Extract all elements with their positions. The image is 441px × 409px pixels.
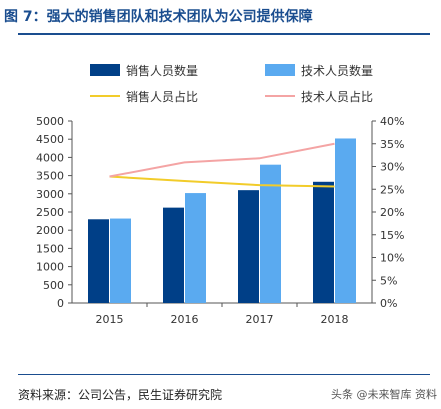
tech-bar [110, 218, 131, 303]
sales-ratio-line [109, 175, 335, 188]
left-tick-label: 2500 [36, 206, 64, 219]
left-tick-label: 0 [57, 297, 64, 310]
right-tick-label: 30% [380, 161, 404, 174]
legend-tech-ratio-label: 技术人员占比 [301, 89, 373, 104]
sales-bar [163, 207, 184, 303]
right-tick-label: 10% [380, 252, 404, 265]
tech-bar [335, 138, 356, 303]
bar-line-chart: 0 500 1000 1500 2000 2500 3000 3500 4000 4500 5000… [36, 63, 404, 326]
x-tick-label: 2017 [246, 313, 274, 326]
right-tick-label: 25% [380, 183, 404, 196]
left-tick-label: 1500 [36, 242, 64, 255]
legend-sales-ratio-label: 销售人员占比 [126, 89, 198, 104]
x-tick-label: 2015 [96, 313, 124, 326]
right-tick-label: 40% [380, 115, 404, 128]
legend-sales-count-label: 销售人员数量 [126, 63, 198, 78]
left-tick-label: 4000 [36, 151, 64, 164]
tech-bar [260, 164, 281, 303]
left-tick-label: 500 [43, 279, 64, 292]
title-divider [18, 33, 430, 35]
left-tick-label: 4500 [36, 133, 64, 146]
right-tick-label: 15% [380, 229, 404, 242]
x-tick-label: 2018 [321, 313, 349, 326]
tech-bar [185, 193, 206, 303]
x-tick-label: 2016 [171, 313, 199, 326]
sales-bar [313, 181, 334, 303]
tech-ratio-line [109, 142, 335, 178]
right-tick-label: 5% [380, 274, 397, 287]
legend-tech-count-swatch [265, 64, 295, 76]
left-tick-label: 1000 [36, 261, 64, 274]
right-tick-label: 0% [380, 297, 397, 310]
legend-tech-count-label: 技术人员数量 [301, 63, 373, 78]
legend-sales-count-swatch [90, 64, 120, 76]
right-tick-label: 20% [380, 206, 404, 219]
right-tick-label: 35% [380, 138, 404, 151]
left-tick-label: 3000 [36, 188, 64, 201]
sales-bar [88, 219, 109, 303]
figure-title: 图 7：强大的销售团队和技术团队为公司提供保障 [4, 9, 313, 25]
left-tick-label: 5000 [36, 115, 64, 128]
left-tick-label: 2000 [36, 224, 64, 237]
left-tick-label: 3500 [36, 170, 64, 183]
watermark: 头条 @未来智库 资料 [331, 388, 437, 401]
source-note: 资料来源：公司公告，民生证券研究院 [18, 388, 223, 402]
footer-divider [18, 374, 430, 375]
sales-bar [238, 190, 259, 303]
